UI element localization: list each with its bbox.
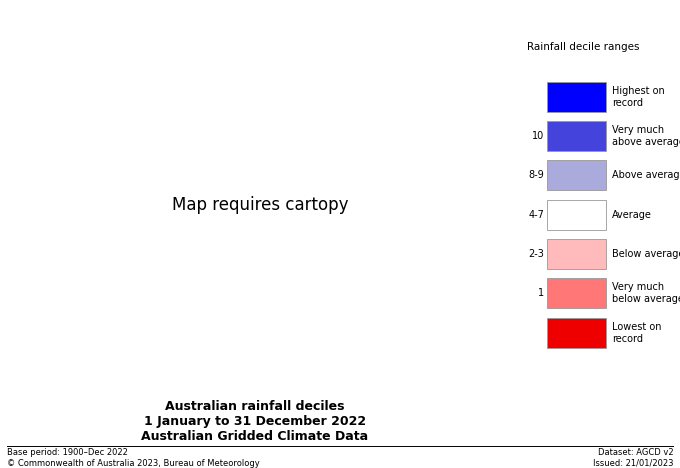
Text: 8-9: 8-9 xyxy=(529,170,545,180)
Bar xyxy=(547,239,606,269)
Text: Base period: 1900–Dec 2022: Base period: 1900–Dec 2022 xyxy=(7,448,128,457)
Text: Lowest on
record: Lowest on record xyxy=(612,322,661,344)
Bar xyxy=(547,81,606,112)
Text: 4-7: 4-7 xyxy=(528,210,545,219)
Text: Average: Average xyxy=(612,210,651,219)
Text: 10: 10 xyxy=(532,131,545,141)
Text: Rainfall decile ranges: Rainfall decile ranges xyxy=(527,43,639,52)
Bar xyxy=(547,161,606,190)
Text: Above average: Above average xyxy=(612,170,680,180)
Bar xyxy=(547,317,606,348)
Text: Map requires cartopy: Map requires cartopy xyxy=(172,196,348,214)
Text: © Commonwealth of Australia 2023, Bureau of Meteorology: © Commonwealth of Australia 2023, Bureau… xyxy=(7,459,260,468)
Text: 1: 1 xyxy=(539,288,545,298)
Bar xyxy=(547,278,606,308)
Text: Australian Gridded Climate Data: Australian Gridded Climate Data xyxy=(141,430,369,443)
Text: Very much
above average: Very much above average xyxy=(612,125,680,147)
Bar xyxy=(547,121,606,151)
Text: Below average: Below average xyxy=(612,249,680,259)
Text: Dataset: AGCD v2: Dataset: AGCD v2 xyxy=(598,448,673,457)
Text: Australian rainfall deciles: Australian rainfall deciles xyxy=(165,400,345,413)
Text: Highest on
record: Highest on record xyxy=(612,86,664,108)
Bar xyxy=(547,199,606,230)
Text: 2-3: 2-3 xyxy=(528,249,545,259)
Text: 1 January to 31 December 2022: 1 January to 31 December 2022 xyxy=(144,415,366,428)
Text: Very much
below average: Very much below average xyxy=(612,282,680,304)
Text: Issued: 21/01/2023: Issued: 21/01/2023 xyxy=(593,459,673,468)
